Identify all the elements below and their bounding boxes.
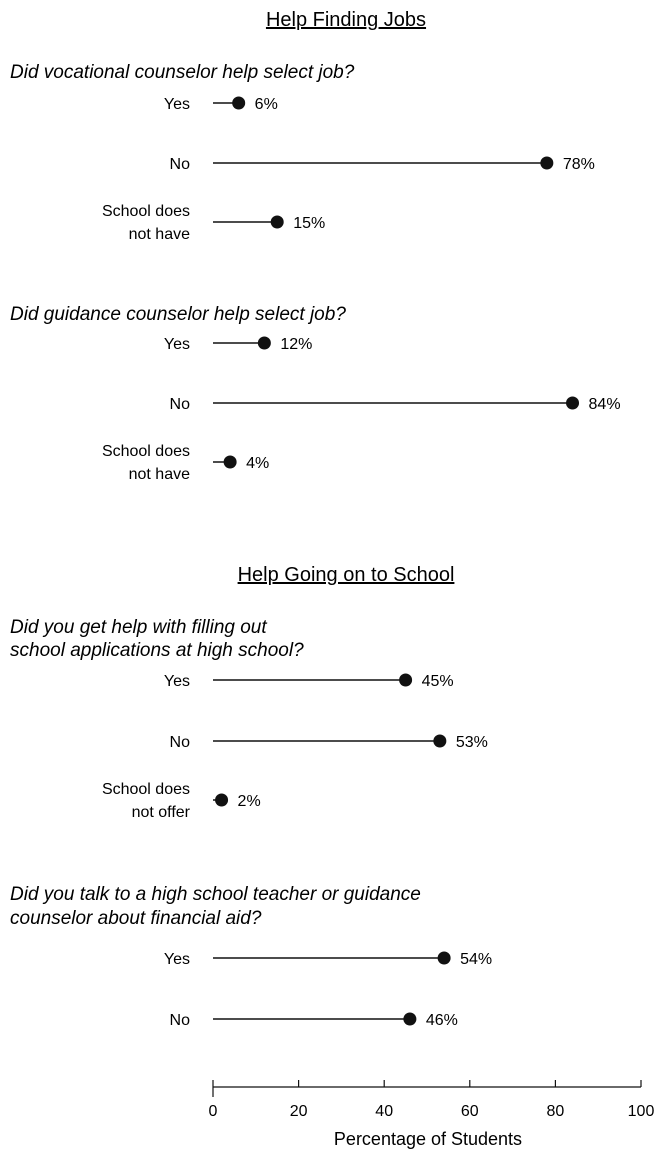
category-label: School does	[102, 443, 190, 460]
x-tick-label: 20	[290, 1103, 308, 1120]
x-axis-title: Percentage of Students	[334, 1129, 522, 1149]
value-label: 6%	[255, 96, 278, 113]
question-text: Did guidance counselor help select job?	[10, 304, 346, 325]
category-label: Yes	[164, 673, 190, 690]
category-label: Yes	[164, 951, 190, 968]
dot-marker	[257, 336, 271, 350]
category-label: School does	[102, 781, 190, 798]
x-tick-label: 60	[461, 1103, 479, 1120]
category-label: not offer	[132, 804, 191, 821]
section-title: Help Finding Jobs	[266, 9, 426, 31]
value-label: 78%	[563, 156, 595, 173]
dot-marker	[540, 156, 554, 170]
value-label: 15%	[293, 215, 325, 232]
section-title: Help Going on to School	[238, 564, 455, 586]
x-tick-label: 40	[375, 1103, 393, 1120]
dot-marker	[399, 673, 413, 687]
question-text: Did vocational counselor help select job…	[10, 62, 355, 83]
value-label: 53%	[456, 734, 488, 751]
value-label: 45%	[422, 673, 454, 690]
category-label: No	[170, 156, 191, 173]
dot-marker	[270, 215, 284, 229]
question-text: Did you get help with filling out	[10, 617, 267, 638]
category-label: No	[170, 734, 191, 751]
category-label: School does	[102, 203, 190, 220]
dot-marker	[215, 793, 229, 807]
dot-marker	[223, 455, 237, 469]
category-label: not have	[129, 226, 190, 243]
category-label: Yes	[164, 96, 190, 113]
category-label: No	[170, 396, 191, 413]
x-tick-label: 80	[547, 1103, 565, 1120]
value-label: 2%	[238, 793, 261, 810]
value-label: 46%	[426, 1012, 458, 1029]
dot-marker	[403, 1012, 417, 1026]
dot-marker	[566, 396, 580, 410]
value-label: 4%	[246, 455, 269, 472]
value-label: 54%	[460, 951, 492, 968]
category-label: No	[170, 1012, 191, 1029]
x-tick-label: 0	[209, 1103, 218, 1120]
category-label: not have	[129, 466, 190, 483]
dot-marker	[232, 96, 246, 110]
question-text: school applications at high school?	[10, 640, 304, 661]
category-label: Yes	[164, 336, 190, 353]
x-tick-label: 100	[628, 1103, 655, 1120]
dot-marker	[433, 734, 447, 748]
question-text: counselor about financial aid?	[10, 908, 262, 929]
value-label: 84%	[589, 396, 621, 413]
question-text: Did you talk to a high school teacher or…	[10, 884, 421, 905]
dot-marker	[437, 951, 451, 965]
value-label: 12%	[280, 336, 312, 353]
